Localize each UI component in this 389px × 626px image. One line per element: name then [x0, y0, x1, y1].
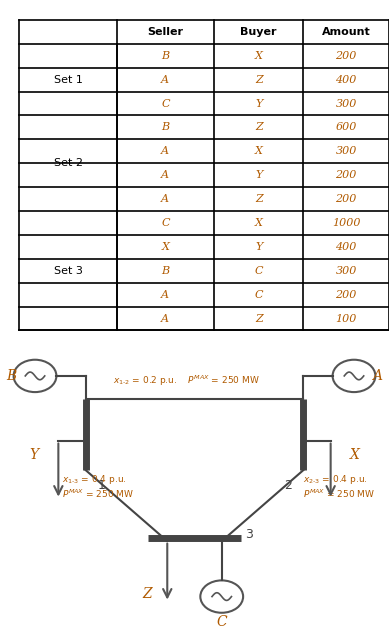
Text: A: A: [372, 369, 382, 383]
Text: Z: Z: [142, 587, 152, 600]
Text: 1000: 1000: [332, 218, 361, 228]
Text: X: X: [161, 242, 169, 252]
Text: A: A: [161, 314, 169, 324]
Text: 300: 300: [336, 265, 357, 275]
Text: 200: 200: [336, 290, 357, 300]
Text: X: X: [255, 218, 263, 228]
Text: B: B: [161, 123, 169, 133]
Text: 200: 200: [336, 194, 357, 204]
Text: $x_{2\text{-}3}$ = 0.4 p.u.
$P^{MAX}$ = 250 MW: $x_{2\text{-}3}$ = 0.4 p.u. $P^{MAX}$ = …: [303, 473, 375, 500]
Text: X: X: [255, 146, 263, 156]
Text: Z: Z: [255, 314, 263, 324]
Text: Y: Y: [255, 170, 262, 180]
Text: B: B: [161, 265, 169, 275]
Text: 300: 300: [336, 98, 357, 108]
Text: A: A: [161, 170, 169, 180]
Text: 600: 600: [336, 123, 357, 133]
Text: $x_{1\text{-}3}$ = 0.4 p.u.
$P^{MAX}$ = 250 MW: $x_{1\text{-}3}$ = 0.4 p.u. $P^{MAX}$ = …: [62, 473, 134, 500]
Text: 3: 3: [245, 528, 253, 541]
Text: A: A: [161, 290, 169, 300]
Text: 200: 200: [336, 170, 357, 180]
Text: C: C: [161, 98, 170, 108]
Text: Seller: Seller: [147, 27, 183, 37]
Text: 400: 400: [336, 242, 357, 252]
Text: 1: 1: [97, 479, 105, 492]
Text: C: C: [161, 218, 170, 228]
Text: 300: 300: [336, 146, 357, 156]
Text: A: A: [161, 74, 169, 85]
Text: 200: 200: [336, 51, 357, 61]
Text: 400: 400: [336, 74, 357, 85]
Text: Z: Z: [255, 74, 263, 85]
Text: C: C: [254, 265, 263, 275]
Text: 2: 2: [284, 479, 292, 492]
Text: Y: Y: [30, 448, 39, 463]
Text: Amount: Amount: [322, 27, 371, 37]
Text: C: C: [254, 290, 263, 300]
Text: B: B: [161, 51, 169, 61]
Text: Z: Z: [255, 123, 263, 133]
Text: Buyer: Buyer: [240, 27, 277, 37]
Text: Y: Y: [255, 98, 262, 108]
Text: Set 2: Set 2: [54, 158, 82, 168]
Text: Y: Y: [255, 242, 262, 252]
Text: 100: 100: [336, 314, 357, 324]
Text: Z: Z: [255, 194, 263, 204]
Text: Set 1: Set 1: [54, 74, 82, 85]
Text: C: C: [216, 615, 227, 626]
Text: A: A: [161, 194, 169, 204]
Text: Set 3: Set 3: [54, 265, 82, 275]
Text: A: A: [161, 146, 169, 156]
Text: B: B: [7, 369, 17, 383]
Text: $x_{1\text{-}2}$ = 0.2 p.u.    $P^{MAX}$ = 250 MW: $x_{1\text{-}2}$ = 0.2 p.u. $P^{MAX}$ = …: [113, 373, 260, 387]
Text: X: X: [350, 448, 360, 463]
Text: X: X: [255, 51, 263, 61]
